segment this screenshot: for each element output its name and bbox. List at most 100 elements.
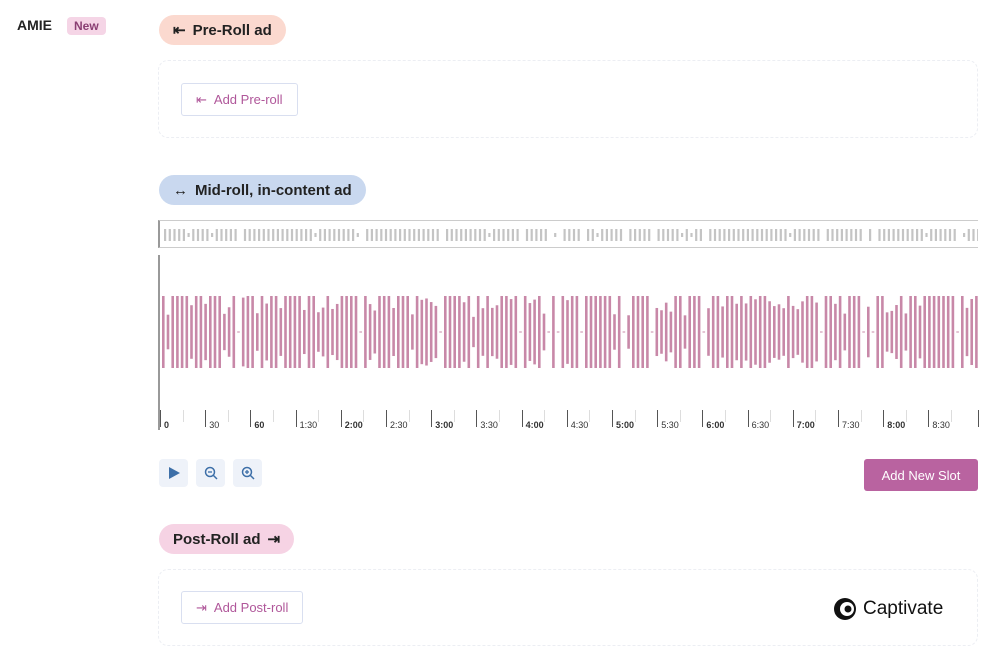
- waveform-bar: [664, 302, 668, 362]
- waveform-bar: [885, 312, 889, 352]
- play-icon: [168, 467, 180, 479]
- overview-bar: [173, 229, 176, 241]
- overview-bar: [380, 229, 383, 241]
- waveform-bar: [820, 331, 823, 333]
- overview-bar: [765, 229, 768, 241]
- waveform-bar: [528, 303, 532, 361]
- overview-bar: [596, 233, 599, 237]
- overview-bar: [591, 229, 594, 241]
- overview-bar: [243, 229, 247, 241]
- zoom-out-button[interactable]: [196, 459, 225, 487]
- waveform-bar: [857, 296, 861, 368]
- overview-bar: [869, 229, 872, 241]
- overview-bar: [229, 229, 232, 241]
- bar-arrow-right-icon: ⇥: [267, 531, 281, 548]
- waveform-bar: [702, 331, 706, 333]
- overview-bar: [699, 229, 702, 241]
- waveform-bar: [519, 331, 522, 333]
- add-new-slot-button[interactable]: Add New Slot: [864, 459, 978, 491]
- waveform-bar: [514, 296, 518, 368]
- waveform-bar: [232, 296, 236, 368]
- overview-bar: [732, 229, 735, 241]
- timeline-tick: [340, 410, 342, 427]
- waveform-bar: [307, 296, 311, 368]
- waveform-bar: [650, 331, 654, 333]
- timeline-minor-tick: [499, 410, 500, 422]
- waveform-bar: [237, 331, 240, 333]
- captivate-logo: Captivate: [833, 597, 943, 621]
- overview-bar: [850, 229, 853, 241]
- overview-bar: [681, 233, 684, 237]
- zoom-in-button[interactable]: [233, 459, 262, 487]
- waveform-bar: [190, 305, 193, 359]
- waveform-bar: [575, 296, 579, 368]
- overview-bar: [817, 229, 820, 241]
- overview-bar: [615, 229, 618, 241]
- waveform-bar: [613, 314, 616, 350]
- waveform-overview[interactable]: [158, 220, 978, 248]
- waveform-bar: [194, 296, 198, 368]
- waveform-bar: [256, 313, 259, 351]
- overview-bar: [728, 229, 731, 241]
- waveform-bar: [871, 331, 875, 333]
- overview-bar: [718, 229, 721, 241]
- waveform-bar: [970, 298, 973, 366]
- post-roll-area: [158, 569, 978, 646]
- overview-bar: [300, 229, 303, 241]
- play-button[interactable]: [159, 459, 188, 487]
- waveform-bar: [791, 305, 795, 359]
- overview-bar: [314, 233, 317, 237]
- overview-bar: [634, 229, 637, 241]
- overview-bar: [967, 229, 970, 241]
- timeline-tick: [702, 410, 704, 427]
- waveform-timeline[interactable]: 0 30 60 1:30 2:00 2:30 3:00 3:30 4:00 4:30 5:00 5:3…: [158, 255, 979, 430]
- waveform-bar: [942, 296, 945, 368]
- overview-bar: [253, 229, 256, 241]
- overview-bar: [798, 229, 801, 241]
- waveform-bar: [227, 307, 231, 357]
- waveform-bar: [509, 299, 513, 365]
- waveform-bar: [368, 304, 372, 360]
- overview-bar: [323, 229, 326, 241]
- waveform-bar: [782, 308, 785, 356]
- waveform-bar: [754, 299, 757, 365]
- waveform-bar: [185, 296, 189, 368]
- overview-bar: [925, 233, 928, 237]
- waveform-bar: [876, 296, 879, 368]
- overview-bar: [281, 229, 284, 241]
- timeline-minor-tick: [453, 410, 455, 422]
- waveform-bar: [899, 296, 903, 368]
- waveform-bar: [711, 296, 715, 368]
- waveform-bar: [180, 296, 184, 368]
- overview-bar: [342, 229, 345, 241]
- timeline-minor-tick: [725, 410, 726, 422]
- add-post-roll-button[interactable]: ⇥ Add Post-roll: [181, 591, 304, 624]
- timeline-tick: [657, 410, 659, 427]
- waveform-bar: [627, 315, 630, 349]
- overview-bar: [662, 229, 665, 241]
- overview-bar: [713, 229, 717, 241]
- overview-bar: [977, 229, 978, 241]
- waveform-bar: [749, 296, 753, 368]
- overview-bar: [690, 233, 693, 237]
- timeline-label: 4:30: [570, 420, 589, 430]
- waveform-bar: [641, 296, 644, 368]
- overview-bar: [516, 229, 519, 241]
- overview-bar: [333, 229, 336, 241]
- overview-bar: [563, 229, 566, 241]
- add-post-roll-label: Add Post-roll: [213, 600, 289, 615]
- waveform-bar: [824, 296, 828, 368]
- add-pre-roll-button[interactable]: ⇤ Add Pre-roll: [181, 83, 298, 116]
- waveform-bar: [683, 315, 687, 349]
- overview-bar: [854, 229, 858, 241]
- waveform-bar: [213, 296, 217, 368]
- overview-bar: [676, 229, 679, 241]
- waveform-bar: [918, 305, 922, 359]
- overview-bar: [187, 233, 190, 237]
- timeline-tick: [928, 410, 930, 427]
- timeline-minor-tick: [227, 410, 229, 422]
- waveform-bar: [951, 296, 955, 368]
- pre-roll-area: [158, 60, 978, 138]
- timeline-minor-tick: [860, 410, 862, 422]
- overview-bar: [812, 229, 815, 241]
